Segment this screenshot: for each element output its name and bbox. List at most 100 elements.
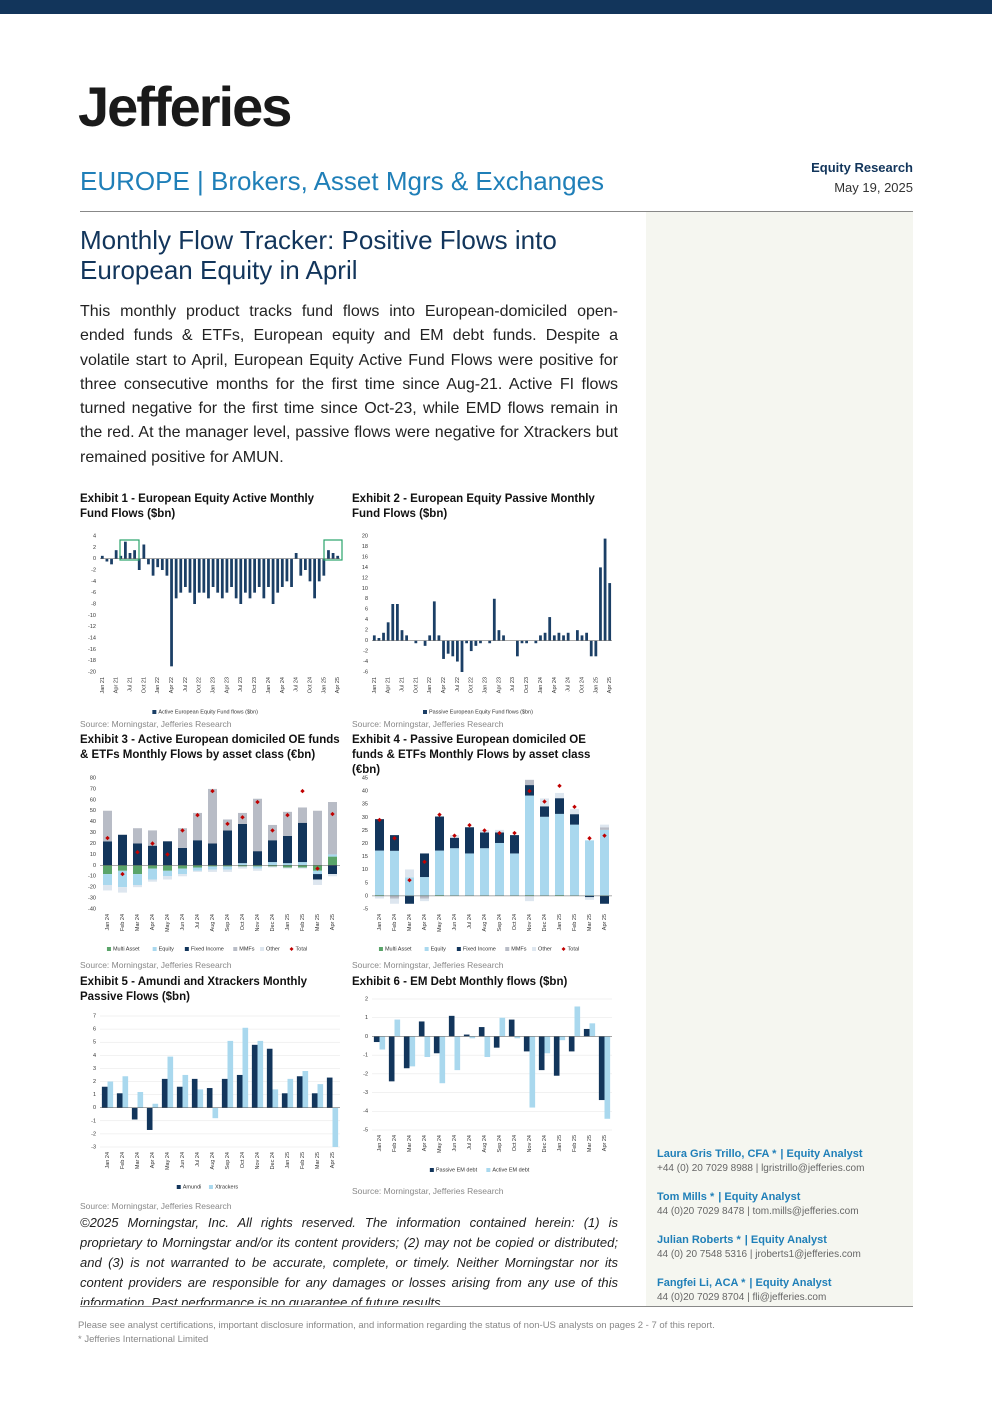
bar bbox=[432, 601, 436, 641]
bar bbox=[178, 847, 187, 866]
bar bbox=[540, 816, 549, 896]
bar bbox=[469, 640, 473, 652]
x-tick-label: Aug 24 bbox=[482, 914, 488, 931]
bar bbox=[283, 865, 292, 868]
exhibit-source: Source: Morningstar, Jefferies Research bbox=[352, 719, 504, 729]
x-tick-label: Apr 22 bbox=[169, 677, 175, 693]
bar bbox=[474, 640, 478, 646]
bar bbox=[299, 558, 303, 576]
bar bbox=[382, 632, 385, 641]
y-tick-label: 60 bbox=[90, 797, 96, 803]
legend-swatch bbox=[424, 947, 429, 951]
exhibit-source: Source: Morningstar, Jefferies Research bbox=[80, 1201, 232, 1211]
bar bbox=[272, 1089, 279, 1108]
bar bbox=[604, 1036, 611, 1119]
analyst-line: Julian Roberts * | Equity Analyst bbox=[657, 1234, 913, 1246]
bar bbox=[313, 870, 322, 875]
bar bbox=[336, 555, 340, 559]
analyst: Fangfei Li, ACA * | Equity Analyst 44 (0)2… bbox=[657, 1277, 913, 1303]
bar bbox=[598, 1036, 605, 1101]
bar bbox=[304, 558, 307, 570]
x-tick-label: Apr 25 bbox=[335, 677, 341, 693]
bar bbox=[555, 813, 564, 896]
bar bbox=[208, 788, 217, 844]
bar bbox=[103, 874, 112, 885]
y-tick-label: 12 bbox=[362, 575, 368, 581]
bar bbox=[302, 1071, 309, 1108]
bar bbox=[238, 866, 247, 869]
chart: 2 1 0 -1 -2 -3 -4 -5 Jan 24 Feb 24 Mar 24 Apr 24 May… bbox=[363, 996, 612, 1173]
bar bbox=[495, 842, 504, 896]
y-tick-label: -4 bbox=[363, 659, 368, 665]
bar bbox=[118, 870, 127, 888]
bar bbox=[600, 895, 609, 904]
y-tick-label: 0 bbox=[93, 1105, 96, 1111]
x-tick-label: Apr 25 bbox=[602, 914, 608, 930]
x-tick-label: Aug 24 bbox=[210, 1152, 216, 1169]
footer-disclosure: Please see analyst certifications, impor… bbox=[78, 1320, 715, 1331]
bar bbox=[480, 848, 489, 896]
bar bbox=[223, 866, 232, 870]
bar bbox=[328, 802, 337, 855]
x-tick-label: Jan 25 bbox=[285, 914, 291, 931]
bar bbox=[167, 1056, 174, 1108]
bar bbox=[510, 853, 519, 896]
bar bbox=[253, 868, 262, 871]
y-tick-label: -1 bbox=[363, 1053, 368, 1059]
x-tick-label: Apr 24 bbox=[150, 1152, 156, 1168]
bar bbox=[608, 583, 612, 641]
x-tick-label: Mar 25 bbox=[587, 914, 593, 931]
bar bbox=[454, 1036, 461, 1071]
bar bbox=[574, 1006, 581, 1037]
bar bbox=[163, 870, 172, 877]
y-tick-label: 2 bbox=[365, 996, 368, 1002]
bar bbox=[525, 795, 534, 896]
bar bbox=[414, 640, 418, 644]
y-tick-label: -16 bbox=[88, 647, 96, 653]
bar bbox=[375, 850, 384, 896]
legend-swatch bbox=[456, 947, 461, 951]
x-tick-label: Mar 25 bbox=[315, 1152, 321, 1169]
bar bbox=[553, 1036, 560, 1076]
x-tick-label: Mar 25 bbox=[587, 1135, 593, 1152]
y-tick-label: -20 bbox=[88, 885, 96, 891]
x-tick-label: Jan 24 bbox=[266, 677, 272, 694]
x-tick-label: Apr 24 bbox=[280, 677, 286, 693]
analyst-line: Tom Mills * | Equity Analyst bbox=[657, 1191, 913, 1203]
bar bbox=[327, 550, 330, 559]
bar bbox=[103, 865, 112, 875]
x-tick-label: Jan 21 bbox=[372, 677, 378, 694]
date: May 19, 2025 bbox=[834, 180, 913, 195]
bar bbox=[208, 869, 217, 872]
bar bbox=[391, 604, 395, 641]
x-tick-label: Oct 23 bbox=[252, 677, 258, 693]
x-tick-label: Sep 24 bbox=[225, 1152, 231, 1169]
bar bbox=[283, 835, 292, 864]
bar bbox=[276, 558, 280, 593]
y-tick-label: 0 bbox=[93, 556, 96, 562]
bar bbox=[202, 558, 206, 593]
bar bbox=[105, 558, 109, 562]
bar bbox=[148, 868, 157, 880]
x-tick-label: Apr 23 bbox=[224, 677, 230, 693]
y-tick-label: -4 bbox=[91, 579, 96, 585]
legend-label: MMFs bbox=[239, 946, 255, 952]
bar bbox=[313, 874, 322, 880]
bar bbox=[253, 798, 262, 852]
bar bbox=[119, 555, 123, 559]
bar bbox=[178, 868, 187, 875]
exhibit-title: Exhibit 3 - Active European domiciled OE… bbox=[80, 734, 340, 761]
bar bbox=[197, 1089, 204, 1108]
bar bbox=[492, 598, 496, 641]
total-marker bbox=[300, 788, 305, 794]
bar bbox=[540, 806, 549, 817]
bar bbox=[570, 814, 579, 825]
bar bbox=[211, 558, 215, 587]
bar bbox=[161, 1078, 168, 1108]
analyst-role: | Equity Analyst bbox=[780, 1148, 863, 1160]
x-tick-label: Jun 24 bbox=[452, 1135, 458, 1152]
bar bbox=[394, 1019, 401, 1037]
y-tick-label: 4 bbox=[93, 533, 96, 539]
bar bbox=[448, 1015, 455, 1037]
y-tick-label: 0 bbox=[93, 863, 96, 869]
